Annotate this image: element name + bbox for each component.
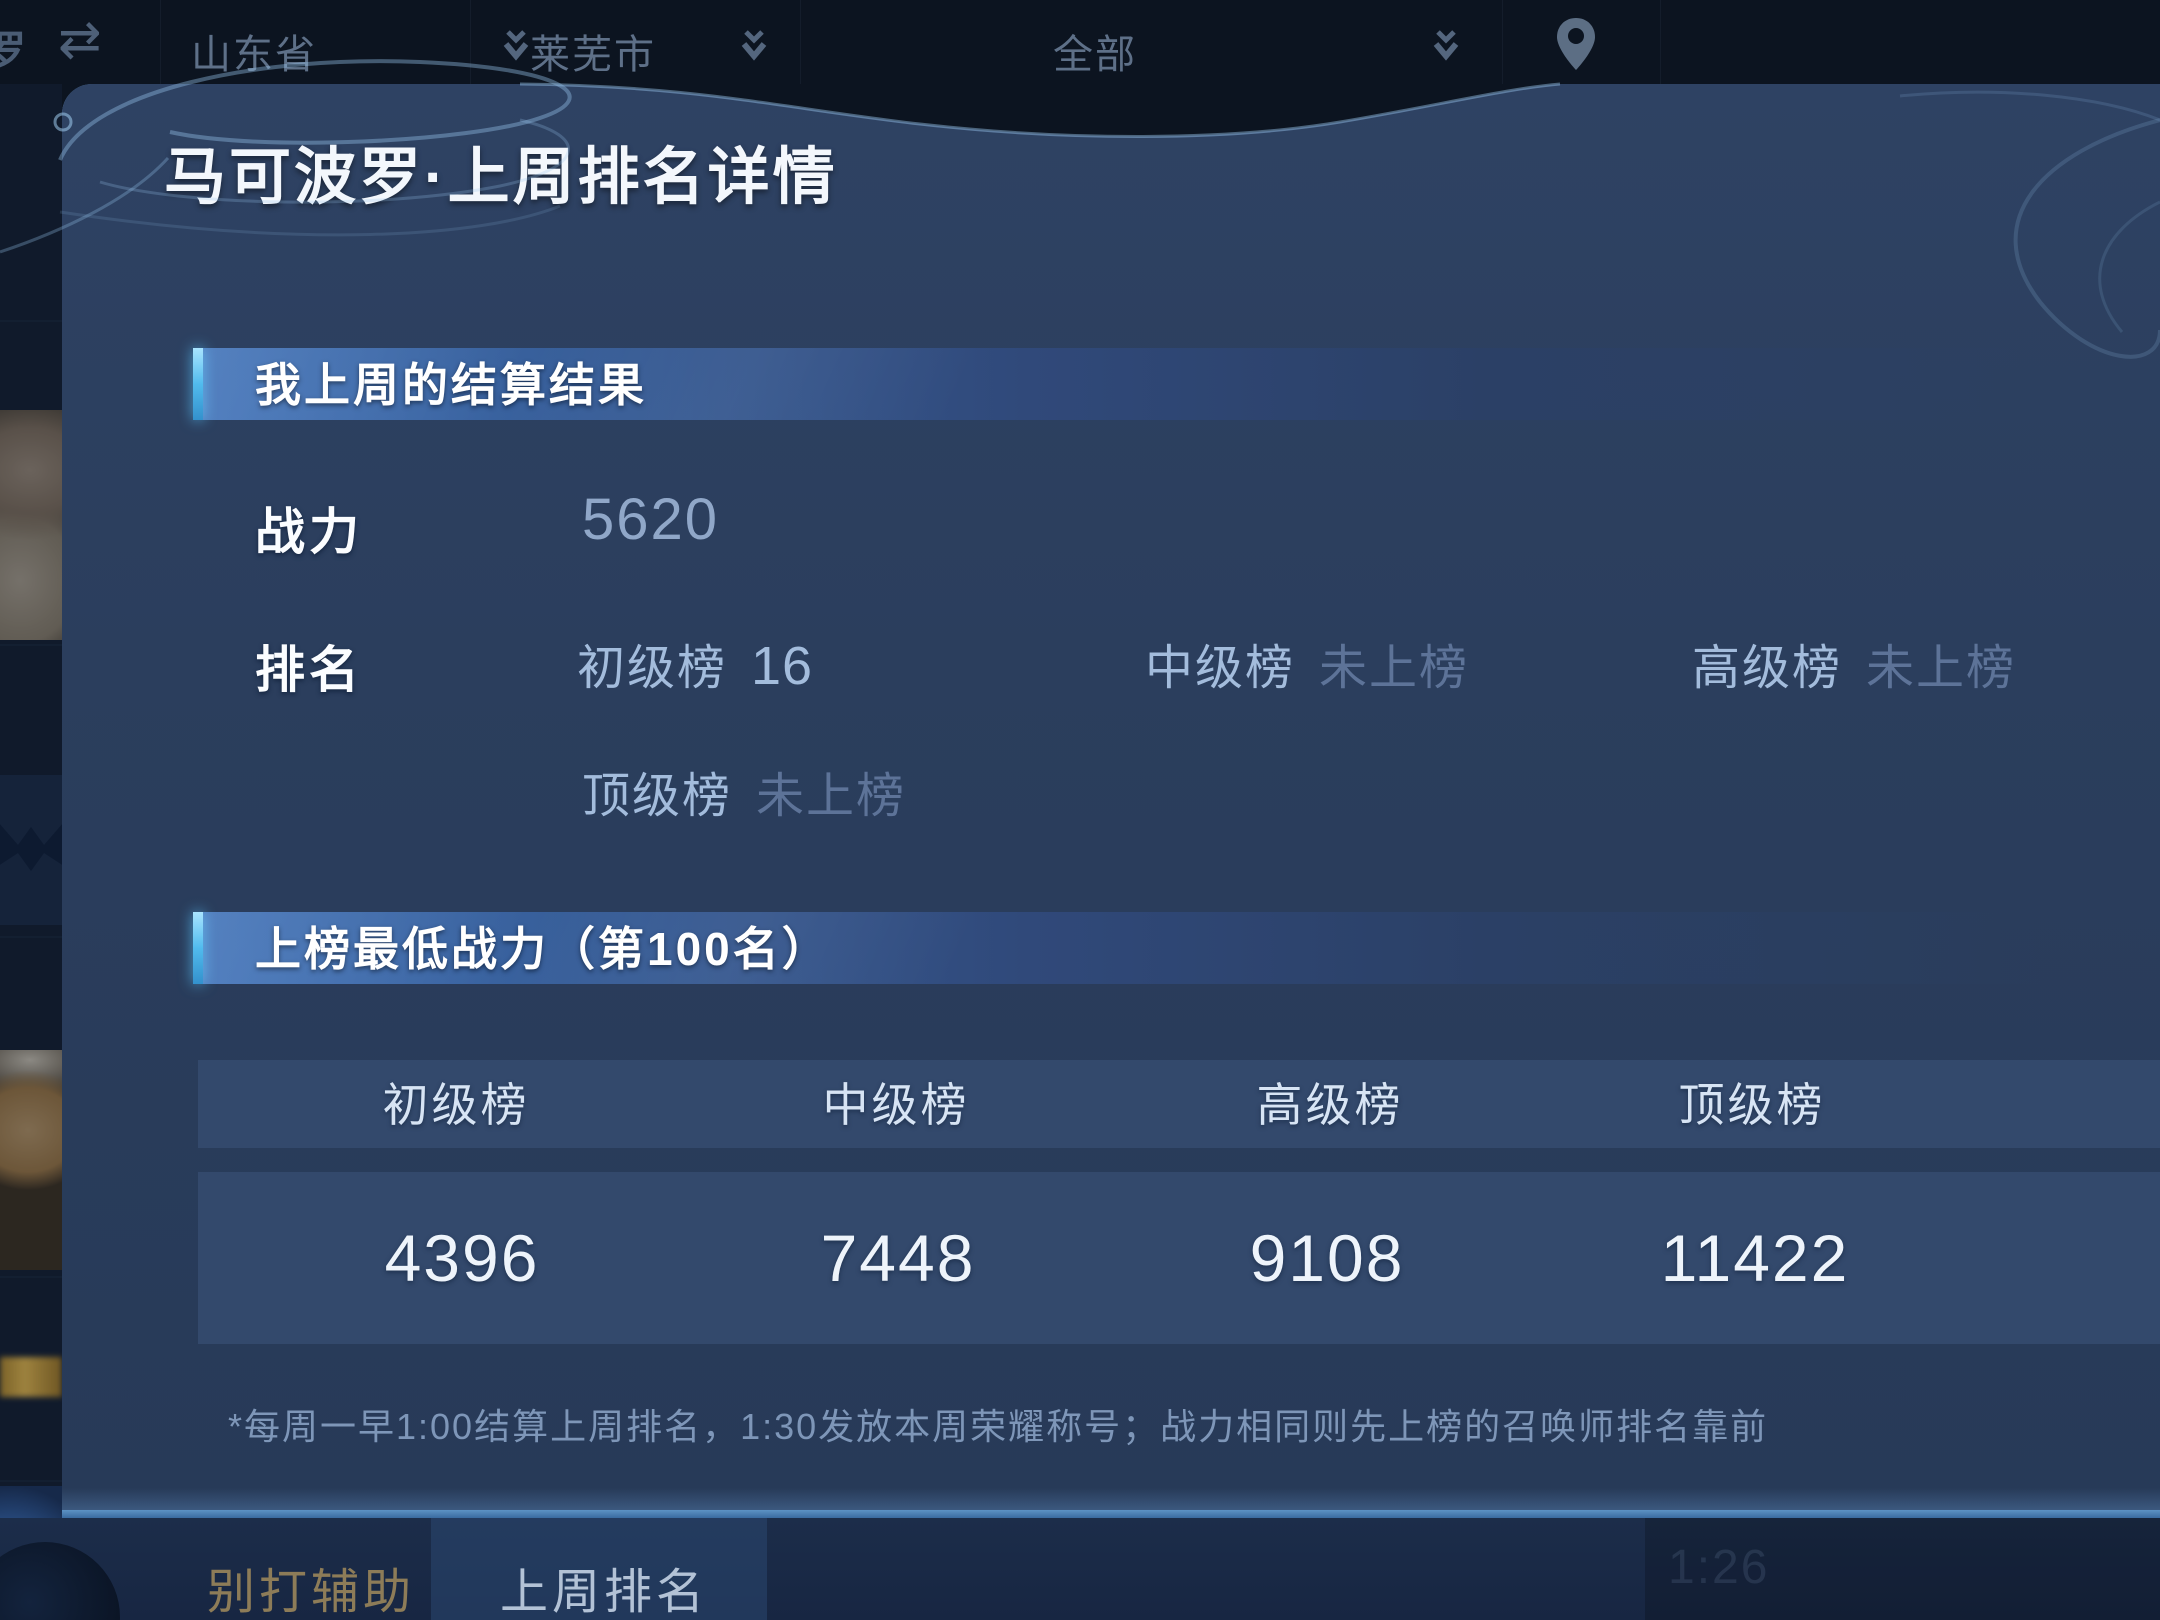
swap-hero-icon[interactable]: ⇄ — [58, 11, 102, 69]
section-header-label: 我上周的结算结果 — [255, 359, 647, 411]
chevron-down-icon — [736, 26, 772, 66]
min-power-value: 9108 — [1249, 1221, 1405, 1295]
page-title: 马可波罗·上周排名详情 — [164, 143, 838, 212]
board-name: 高级榜 — [1692, 642, 1843, 695]
thumbnail-cartoon — [0, 1050, 62, 1270]
chevron-down-icon — [498, 26, 534, 66]
background-list-strip — [0, 84, 70, 1620]
divider — [160, 0, 161, 84]
rank-label: 排名 — [255, 642, 363, 698]
rank-result: 未上榜 — [1319, 642, 1470, 695]
team-logo-thumbnail — [0, 775, 70, 925]
thumbnail-photo — [0, 410, 62, 640]
panel-bottom-bevel — [62, 1488, 2160, 1512]
divider — [0, 644, 62, 646]
bottom-bar-shade — [1645, 1518, 2160, 1620]
tab-chat-message[interactable]: 别打辅助 — [207, 1566, 416, 1619]
bottom-tab-bar: 别打辅助 上周排名 1:26 — [0, 1518, 2160, 1620]
column-header: 中级榜 — [822, 1079, 970, 1131]
power-value: 5620 — [582, 487, 720, 552]
board-name: 顶级榜 — [582, 770, 733, 823]
section-header-min-power: 上榜最低战力（第100名） — [193, 912, 2043, 984]
city-dropdown[interactable]: 莱芜市 — [530, 33, 656, 77]
power-label: 战力 — [255, 504, 363, 560]
hero-name-fragment: 罗 — [0, 28, 27, 75]
min-power-value: 4396 — [384, 1221, 540, 1295]
filter-top-bar: 罗 ⇄ 山东省 莱芜市 全部 — [0, 0, 2160, 84]
min-power-value: 11422 — [1660, 1221, 1850, 1295]
section-header-label: 上榜最低战力（第100名） — [255, 923, 831, 975]
chevron-down-icon — [1428, 26, 1464, 66]
divider — [0, 320, 62, 322]
rank-entry-top: 顶级榜 未上榜 — [582, 756, 906, 826]
min-power-value: 7448 — [820, 1221, 976, 1295]
divider — [1660, 0, 1661, 84]
column-header: 顶级榜 — [1678, 1079, 1826, 1131]
divider — [0, 1276, 62, 1278]
board-name: 中级榜 — [1145, 642, 1296, 695]
rank-result: 16 — [751, 636, 814, 696]
thumbnail-fragment — [0, 1542, 120, 1620]
rank-entry-senior: 高级榜 未上榜 — [1692, 628, 2016, 698]
divider — [1502, 0, 1503, 84]
column-header: 高级榜 — [1256, 1079, 1404, 1131]
column-header: 初级榜 — [382, 1079, 530, 1131]
settlement-footnote: *每周一早1:00结算上周排名，1:30发放本周荣耀称号；战力相同则先上榜的召唤… — [228, 1406, 1769, 1447]
divider — [0, 936, 62, 938]
province-dropdown[interactable]: 山东省 — [191, 33, 317, 77]
panel-bottom-edge — [62, 1510, 2160, 1518]
faint-timer-text: 1:26 — [1668, 1541, 1770, 1594]
rank-result: 未上榜 — [1866, 642, 2017, 695]
divider — [800, 0, 801, 84]
board-name: 初级榜 — [577, 642, 728, 695]
active-tab-highlight — [431, 1518, 767, 1620]
rank-result: 未上榜 — [756, 770, 907, 823]
divider — [470, 0, 471, 84]
rank-entry-junior: 初级榜 16 — [577, 628, 813, 698]
scope-dropdown[interactable]: 全部 — [1053, 33, 1137, 77]
rank-entry-intermediate: 中级榜 未上榜 — [1145, 628, 1469, 698]
min-power-table-header: 初级榜 中级榜 高级榜 顶级榜 — [198, 1060, 2160, 1148]
tab-last-week-ranking[interactable]: 上周排名 — [500, 1566, 709, 1619]
divider — [0, 1480, 62, 1482]
location-pin-icon[interactable] — [1552, 16, 1600, 72]
thumbnail-gold-text — [0, 1357, 62, 1397]
min-power-table-values: 4396 7448 9108 11422 — [198, 1172, 2160, 1344]
section-header-my-result: 我上周的结算结果 — [193, 348, 2043, 420]
